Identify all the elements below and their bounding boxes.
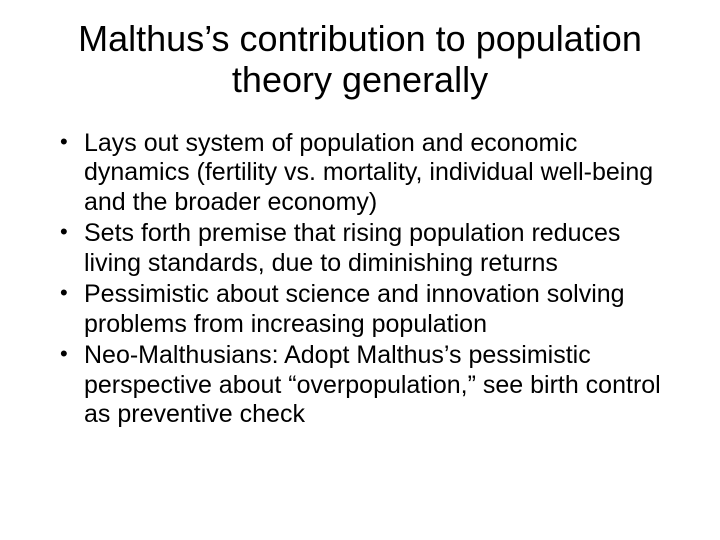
slide-title: Malthus’s contribution to population the… bbox=[40, 18, 680, 101]
list-item: Sets forth premise that rising populatio… bbox=[60, 219, 680, 278]
list-item: Neo-Malthusians: Adopt Malthus’s pessimi… bbox=[60, 341, 680, 430]
slide: Malthus’s contribution to population the… bbox=[0, 0, 720, 540]
list-item: Lays out system of population and econom… bbox=[60, 129, 680, 218]
list-item: Pessimistic about science and innovation… bbox=[60, 280, 680, 339]
bullet-list: Lays out system of population and econom… bbox=[40, 129, 680, 430]
